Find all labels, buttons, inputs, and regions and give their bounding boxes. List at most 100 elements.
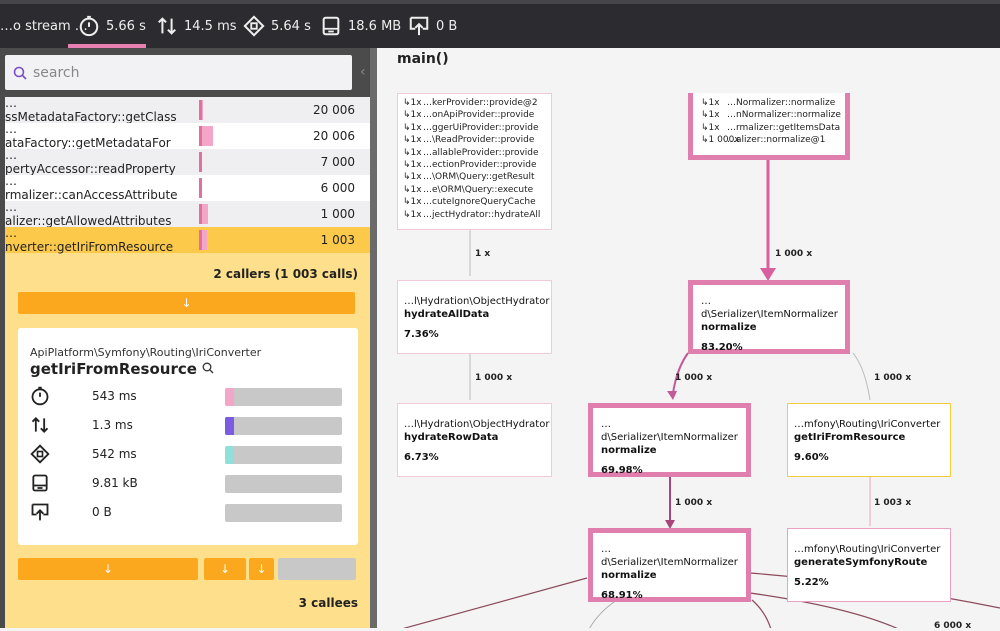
edges	[402, 160, 1000, 628]
call-name: …onApiProvider::provide	[423, 110, 535, 121]
arrowhead	[665, 520, 675, 529]
callers-bar[interactable]: ↓	[18, 292, 355, 314]
graph-node[interactable]: …l\Hydration\ObjectHydrator hydrateRowDat…	[397, 403, 552, 477]
graph-node[interactable]: …d\Serializer\ItemNormalizer normalize 68.…	[588, 528, 751, 602]
call-count: ↳1x	[403, 122, 422, 133]
detail-card: ApiPlatform\Symfony\Routing\IriConverter…	[18, 328, 358, 545]
call-name: …alizer::normalize@1	[727, 135, 826, 146]
stream-label[interactable]: …o stream …	[0, 18, 88, 34]
node-percent: 69.98%	[601, 465, 643, 476]
graph-node[interactable]: …mfony\Routing\IriConverter generateSymfo…	[787, 528, 951, 602]
search-box[interactable]: search	[5, 55, 352, 90]
call-name: …cuteIgnoreQueryCache	[423, 197, 536, 208]
call-bar	[199, 230, 207, 250]
edge-label: 1 000 x	[475, 373, 513, 383]
call-row[interactable]: …pertyAccessor::readProperty 7 000	[5, 148, 370, 176]
function-name: getIriFromResource	[30, 360, 197, 378]
node-percent: 9.60%	[794, 452, 829, 463]
zoom-icon[interactable]	[202, 362, 214, 374]
node-percent: 83.20%	[701, 342, 743, 353]
call-count: ↳1x	[701, 122, 720, 133]
callee-bar[interactable]: ↓	[249, 558, 274, 580]
metric-value: 0 B	[436, 18, 458, 34]
list-line: ↳1x …Normalizer::normalize	[701, 97, 845, 109]
detail-value: 542 ms	[92, 447, 137, 461]
call-name: …ssMetadataFactory::getClass	[5, 96, 177, 124]
list-line: ↳1x…cuteIgnoreQueryCache	[403, 196, 551, 208]
edge-label: 1 000 x	[874, 373, 912, 383]
toolbar-metric[interactable]: 18.6 MB	[320, 4, 401, 48]
call-count: 20 006	[313, 103, 355, 117]
call-row[interactable]: …nverter::getIriFromResource 1 003	[5, 226, 370, 254]
callee-bar[interactable]: ↓	[18, 558, 198, 580]
detail-namespace: ApiPlatform\Symfony\Routing\IriConverter	[30, 346, 262, 359]
graph-node[interactable]: …l\Hydration\ObjectHydrator hydrateAllDat…	[397, 280, 552, 354]
callee-bar[interactable]: ↓	[204, 558, 246, 580]
node-method: generateSymfonyRoute	[794, 557, 928, 568]
edge	[672, 352, 689, 394]
toolbar-metric[interactable]: 5.64 s	[243, 4, 311, 48]
toolbar-metric[interactable]: 0 B	[408, 4, 457, 48]
active-underline	[68, 44, 146, 48]
call-name: …\ReadProvider::provide	[423, 135, 535, 146]
detail-metric: 543 ms	[30, 386, 350, 410]
metric-value: 5.64 s	[271, 18, 311, 34]
list-node: ↳1x …Normalizer::normalize ↳1x …nNormalizer…	[688, 93, 850, 160]
list-line: ↳1x …nNormalizer::normalize	[701, 109, 845, 121]
node-class: …d\Serializer\ItemNormalizer	[601, 544, 738, 568]
detail-bar-fill	[225, 446, 234, 464]
call-name: …ectionProvider::provide	[423, 160, 537, 171]
callees-label: 3 callees	[298, 596, 358, 610]
list-line: ↳1x…jectHydrator::hydrateAll	[403, 209, 551, 221]
call-count: ↳1x	[403, 184, 422, 195]
graph-node[interactable]: …d\Serializer\ItemNormalizer normalize 69.…	[588, 403, 751, 477]
metric-icon	[243, 15, 265, 37]
detail-bar	[225, 504, 342, 522]
metric-value: 5.66 s	[106, 18, 146, 34]
detail-value: 543 ms	[92, 389, 137, 403]
detail-bar	[225, 388, 342, 406]
call-count: ↳1x	[403, 147, 422, 158]
metric-icon	[30, 502, 50, 522]
metric-value: 14.5 ms	[184, 18, 237, 34]
collapse-button[interactable]: ‹	[360, 64, 366, 80]
graph-title: main()	[397, 51, 449, 67]
list-line: ↳1x…ggerUiProvider::provide	[403, 122, 551, 134]
list-line: ↳1 000x…alizer::normalize@1	[701, 134, 845, 146]
node-class: …d\Serializer\ItemNormalizer	[601, 419, 738, 443]
detail-value: 0 B	[92, 505, 112, 519]
call-count: ↳1x	[403, 110, 422, 121]
metric-icon	[30, 473, 50, 493]
call-row[interactable]: …alizer::getAllowedAttributes 1 000	[5, 200, 370, 228]
call-name: …ataFactory::getMetadataFor	[5, 122, 171, 150]
toolbar-metric[interactable]: 14.5 ms	[156, 4, 237, 48]
edge	[749, 592, 898, 628]
detail-bar	[225, 417, 342, 435]
call-row[interactable]: …rmalizer::canAccessAttribute 6 000	[5, 174, 370, 202]
call-row[interactable]: …ssMetadataFactory::getClass 20 006	[5, 96, 370, 124]
call-count: 1 000	[320, 207, 355, 221]
toolbar-metric[interactable]: 5.66 s	[78, 4, 146, 48]
callee-bar[interactable]	[278, 558, 356, 580]
graph-node[interactable]: …d\Serializer\ItemNormalizer normalize 83.…	[688, 280, 850, 354]
list-line: ↳1x…onApiProvider::provide	[403, 109, 551, 121]
detail-bar	[225, 475, 342, 493]
call-count: 20 006	[313, 129, 355, 143]
call-row[interactable]: …ataFactory::getMetadataFor 20 006	[5, 122, 370, 150]
edge	[751, 599, 772, 628]
call-name: …alizer::getAllowedAttributes	[5, 200, 172, 228]
graph-node[interactable]: …mfony\Routing\IriConverter getIriFromRes…	[787, 403, 951, 477]
metric-icon	[320, 15, 342, 37]
call-name: …nverter::getIriFromResource	[5, 226, 174, 254]
node-method: normalize	[601, 445, 657, 456]
edge-label: 1 000 x	[775, 249, 813, 259]
call-bar	[199, 178, 202, 198]
call-count: 7 000	[320, 155, 355, 169]
detail-metric: 9.81 kB	[30, 473, 350, 497]
call-list: …ssMetadataFactory::getClass 20 006 …ataFa…	[0, 48, 370, 628]
call-count: ↳1x	[701, 110, 720, 121]
call-count: ↳1x	[403, 160, 422, 171]
call-count: ↳1x	[403, 172, 422, 183]
call-name: …\ORM\Query::getResult	[423, 172, 535, 183]
